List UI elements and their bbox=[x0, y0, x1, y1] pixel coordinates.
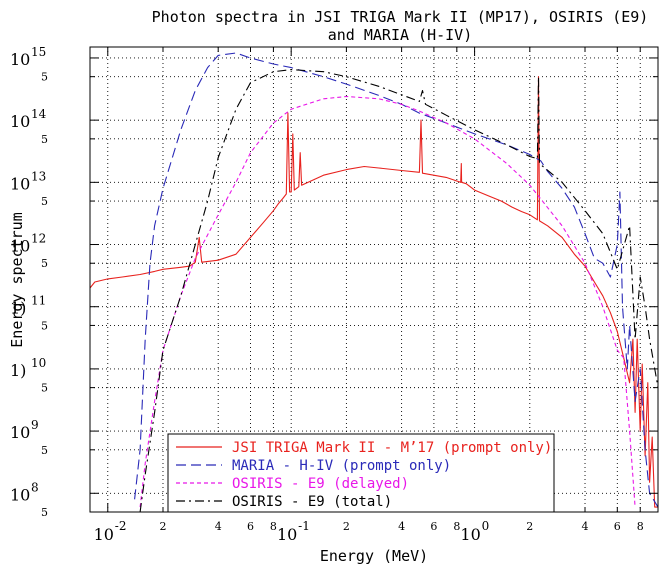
y-axis-label: Energy spectrum bbox=[8, 212, 26, 347]
y-tick-label-exponent: 15 bbox=[31, 45, 46, 59]
y-tick-label: 10 bbox=[10, 423, 30, 442]
x-minor-tick-label: 2 bbox=[159, 520, 166, 533]
y-tick-label-exponent: 11 bbox=[31, 294, 46, 308]
y-tick-label-exponent: 12 bbox=[31, 232, 46, 246]
x-tick-label: 10 bbox=[277, 525, 297, 544]
y-minor-tick-label: 5 bbox=[41, 444, 48, 457]
y-tick-label: 10 bbox=[10, 50, 30, 69]
legend-label: OSIRIS - E9 (total) bbox=[232, 494, 392, 510]
x-minor-tick-label: 8 bbox=[637, 520, 644, 533]
y-tick-label-exponent: 13 bbox=[31, 169, 46, 183]
x-tick-labels: 10 -2 10 -1 10 02 4 6 8 2 4 6 8 2 4 6 8 bbox=[94, 519, 644, 544]
x-minor-tick-label: 6 bbox=[430, 520, 437, 533]
legend-label: OSIRIS - E9 (delayed) bbox=[232, 476, 409, 492]
chart-title-line-2: and MARIA (H-IV) bbox=[328, 26, 473, 44]
y-tick-label: 10 bbox=[10, 174, 30, 193]
y-tick-label: 1) bbox=[10, 361, 26, 380]
y-minor-tick-label: 5 bbox=[41, 319, 48, 332]
y-tick-label-exponent: 8 bbox=[31, 480, 39, 494]
y-tick-label-exponent: 14 bbox=[31, 107, 47, 121]
x-axis-label: Energy (MeV) bbox=[320, 547, 428, 565]
x-minor-tick-label: 2 bbox=[343, 520, 350, 533]
legend-label: MARIA - H-IV (prompt only) bbox=[232, 458, 451, 474]
x-minor-tick-label: 8 bbox=[453, 520, 460, 533]
y-minor-tick-label: 5 bbox=[41, 257, 48, 270]
chart-title-line-1: Photon spectra in JSI TRIGA Mark II (MP1… bbox=[152, 8, 649, 26]
x-minor-tick-label: 6 bbox=[247, 520, 254, 533]
legend: JSI TRIGA Mark II - M’17 (prompt only) MA… bbox=[168, 434, 554, 512]
x-tick-label-exponent: -2 bbox=[115, 519, 127, 533]
y-minor-tick-label: 5 bbox=[41, 133, 48, 146]
x-minor-tick-label: 6 bbox=[614, 520, 621, 533]
y-minor-tick-label: 5 bbox=[41, 195, 48, 208]
y-minor-tick-label: 5 bbox=[41, 382, 48, 395]
x-minor-tick-label: 4 bbox=[582, 520, 589, 533]
y-tick-label: 10 bbox=[10, 112, 30, 131]
x-minor-tick-label: 2 bbox=[526, 520, 533, 533]
y-minor-tick-label: 5 bbox=[41, 71, 48, 84]
x-tick-label: 10 bbox=[460, 525, 480, 544]
x-tick-label: 10 bbox=[94, 525, 114, 544]
y-tick-label-exponent: 10 bbox=[31, 356, 46, 370]
x-minor-tick-label: 8 bbox=[270, 520, 277, 533]
y-minor-tick-label: 5 bbox=[41, 506, 48, 519]
x-tick-label-exponent: -1 bbox=[298, 519, 310, 533]
x-minor-tick-label: 4 bbox=[398, 520, 405, 533]
y-tick-label: 10 bbox=[10, 485, 30, 504]
y-tick-label-exponent: 9 bbox=[31, 418, 39, 432]
x-minor-tick-label: 4 bbox=[215, 520, 222, 533]
legend-label: JSI TRIGA Mark II - M’17 (prompt only) bbox=[232, 440, 552, 456]
x-tick-label-exponent: 0 bbox=[482, 519, 490, 533]
